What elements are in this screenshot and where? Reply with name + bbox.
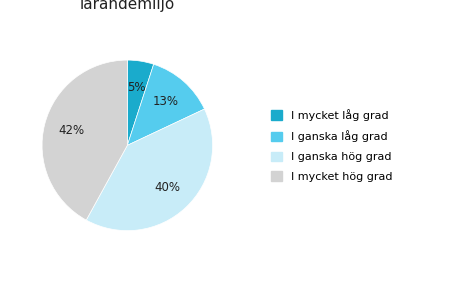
Wedge shape [86,109,213,231]
Text: 5%: 5% [127,82,146,94]
Text: 42%: 42% [58,124,84,137]
Text: 13%: 13% [153,95,179,108]
Wedge shape [42,60,127,220]
Text: 40%: 40% [154,181,180,194]
Wedge shape [127,64,205,145]
Wedge shape [127,60,154,145]
Legend: I mycket låg grad, I ganska låg grad, I ganska hög grad, I mycket hög grad: I mycket låg grad, I ganska låg grad, I … [271,109,392,182]
Title: Trygg, stödjande och uppmuntrande
lärandemiljö: Trygg, stödjande och uppmuntrande lärand… [0,0,267,12]
